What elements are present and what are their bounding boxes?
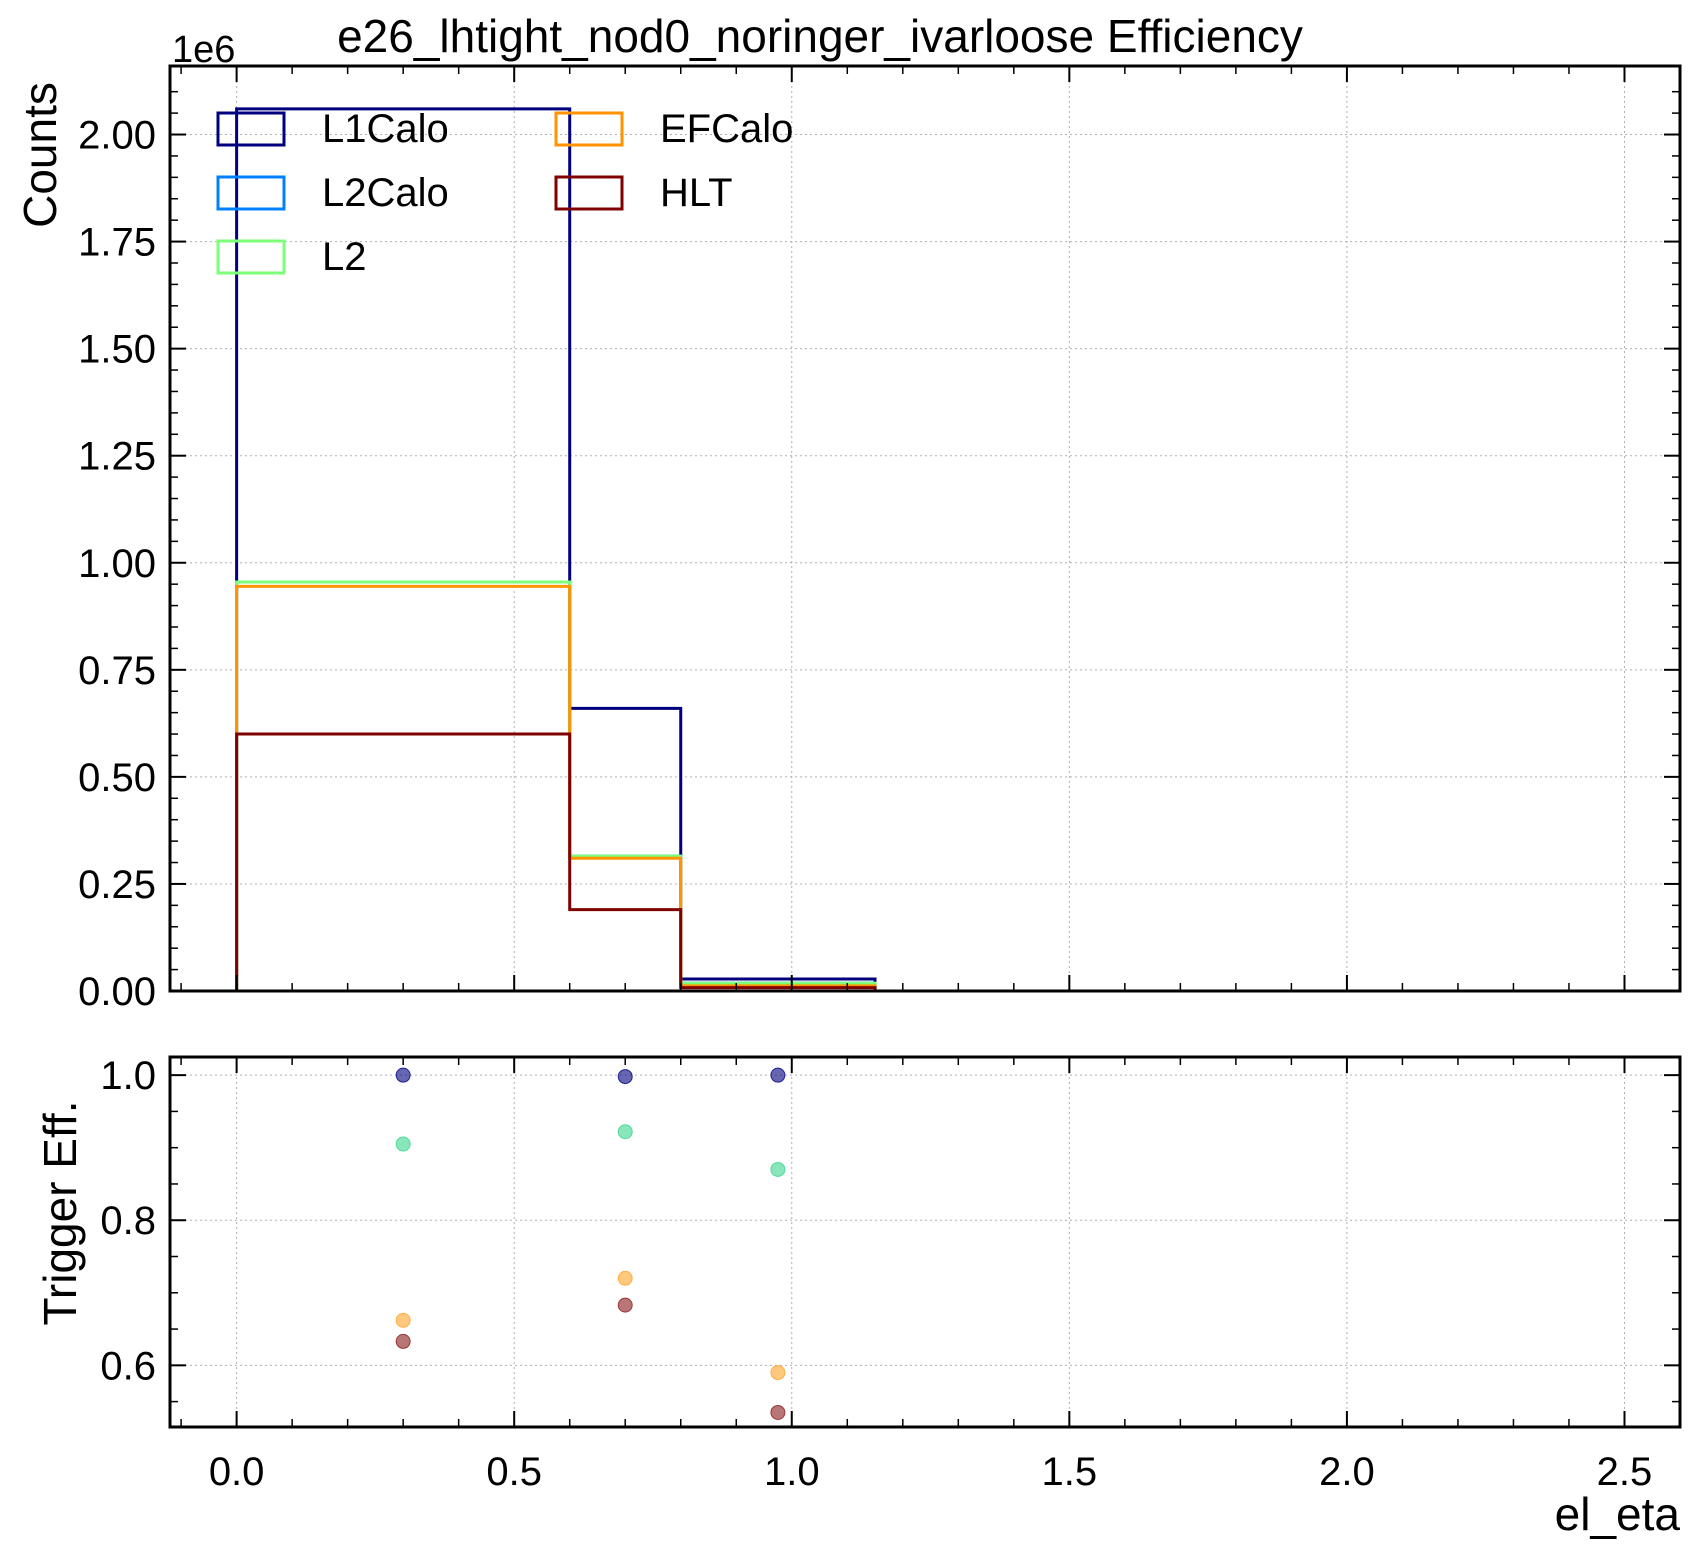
efficiency-point-efcalo <box>395 1312 411 1328</box>
efficiency-point-l1calo <box>395 1067 411 1083</box>
x-tick-label: 2.5 <box>1597 1450 1653 1494</box>
top-y-tick-label: 0.75 <box>78 649 156 693</box>
top-y-tick-label: 0.50 <box>78 756 156 800</box>
legend-swatch-l1calo <box>216 111 286 147</box>
efficiency-point-l2 <box>770 1161 786 1177</box>
x-tick-label: 1.5 <box>1042 1450 1098 1494</box>
efficiency-point-hlt <box>395 1333 411 1349</box>
top-y-tick-label: 1.75 <box>78 221 156 265</box>
legend-swatch-l2calo <box>216 175 286 211</box>
bottom-y-tick-label: 0.8 <box>100 1199 156 1243</box>
top-y-tick-label: 1.25 <box>78 435 156 479</box>
legend-label-l2: L2 <box>322 235 367 279</box>
x-tick-label: 1.0 <box>764 1450 820 1494</box>
x-axis-label: el_eta <box>1555 1488 1681 1540</box>
legend-label-l2calo: L2Calo <box>322 171 449 215</box>
x-tick-label: 0.0 <box>209 1450 265 1494</box>
histogram-hlt <box>235 732 877 991</box>
legend-label-efcalo: EFCalo <box>660 107 793 151</box>
x-tick-label: 0.5 <box>486 1450 542 1494</box>
bottom-grid <box>170 1057 1680 1427</box>
top-y-tick-label: 1.00 <box>78 542 156 586</box>
efficiency-point-l2 <box>395 1136 411 1152</box>
histogram-l2calo <box>235 580 877 991</box>
efficiency-point-efcalo <box>617 1270 633 1286</box>
x-tick-label: 2.0 <box>1319 1450 1375 1494</box>
bottom-y-axis-label: Trigger Eff. <box>34 1101 86 1326</box>
efficiency-point-hlt <box>617 1297 633 1313</box>
top-y-tick-label: 0.25 <box>78 863 156 907</box>
legend-swatch-hlt <box>554 175 624 211</box>
top-histogram <box>235 107 877 991</box>
bottom-y-tick-label: 1.0 <box>100 1054 156 1098</box>
efficiency-point-hlt <box>770 1404 786 1420</box>
efficiency-point-efcalo <box>770 1365 786 1381</box>
top-y-tick-label: 1.50 <box>78 328 156 372</box>
efficiency-point-l2 <box>617 1124 633 1140</box>
efficiency-point-l1calo <box>617 1069 633 1085</box>
legend-swatch-efcalo <box>554 111 624 147</box>
histogram-l2 <box>235 580 877 991</box>
bottom-plot-frame <box>168 1055 1682 1429</box>
top-plot-frame <box>168 64 1682 993</box>
top-y-axis-label: Counts <box>14 82 66 228</box>
bottom-scatter <box>395 1067 786 1420</box>
legend-swatch-l2 <box>216 239 286 275</box>
efficiency-point-l1calo <box>770 1067 786 1083</box>
histogram-efcalo <box>235 584 877 991</box>
legend-label-hlt: HLT <box>660 171 733 215</box>
legend-label-l1calo: L1Calo <box>322 107 449 151</box>
legend: L1Calo L2Calo L2 EFCalo HLT <box>216 107 793 279</box>
top-axis-ticks: 0.00 0.25 0.50 0.75 1.00 1.25 1.50 1.75 2.00 <box>78 66 1680 1014</box>
chart-title: e26_lhtight_nod0_noringer_ivarloose Effi… <box>337 10 1303 62</box>
bottom-y-tick-label: 0.6 <box>100 1344 156 1388</box>
histogram-l1calo <box>235 107 877 991</box>
bottom-axis-ticks: 0.0 0.5 1.0 1.5 2.0 2.5 0.6 0.8 1.0 <box>100 1054 1680 1494</box>
y-offset-label: 1e6 <box>172 29 235 71</box>
top-y-tick-label: 2.00 <box>78 114 156 158</box>
top-y-tick-label: 0.00 <box>78 970 156 1014</box>
